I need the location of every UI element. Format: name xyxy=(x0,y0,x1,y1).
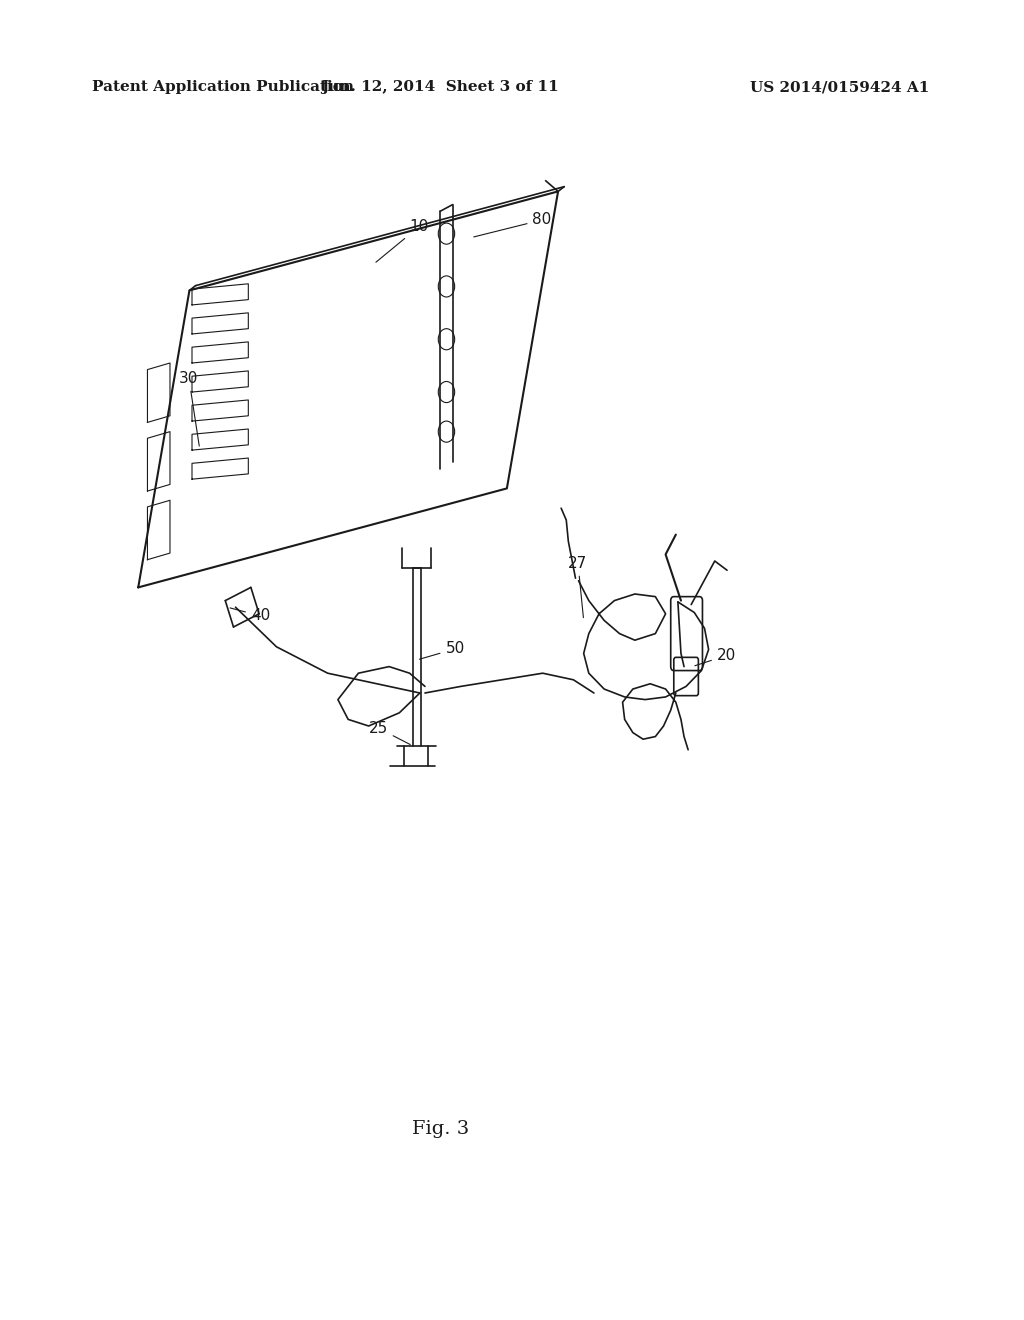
Text: 40: 40 xyxy=(230,609,270,623)
Text: 30: 30 xyxy=(179,371,200,446)
Text: 20: 20 xyxy=(695,648,736,665)
Text: US 2014/0159424 A1: US 2014/0159424 A1 xyxy=(750,81,930,94)
Text: 25: 25 xyxy=(369,721,411,744)
Text: Jun. 12, 2014  Sheet 3 of 11: Jun. 12, 2014 Sheet 3 of 11 xyxy=(322,81,559,94)
Text: Patent Application Publication: Patent Application Publication xyxy=(92,81,354,94)
Text: 80: 80 xyxy=(474,213,552,236)
Text: 10: 10 xyxy=(376,219,429,263)
Text: 27: 27 xyxy=(568,556,588,618)
Text: Fig. 3: Fig. 3 xyxy=(412,1119,469,1138)
Text: 50: 50 xyxy=(420,642,465,659)
